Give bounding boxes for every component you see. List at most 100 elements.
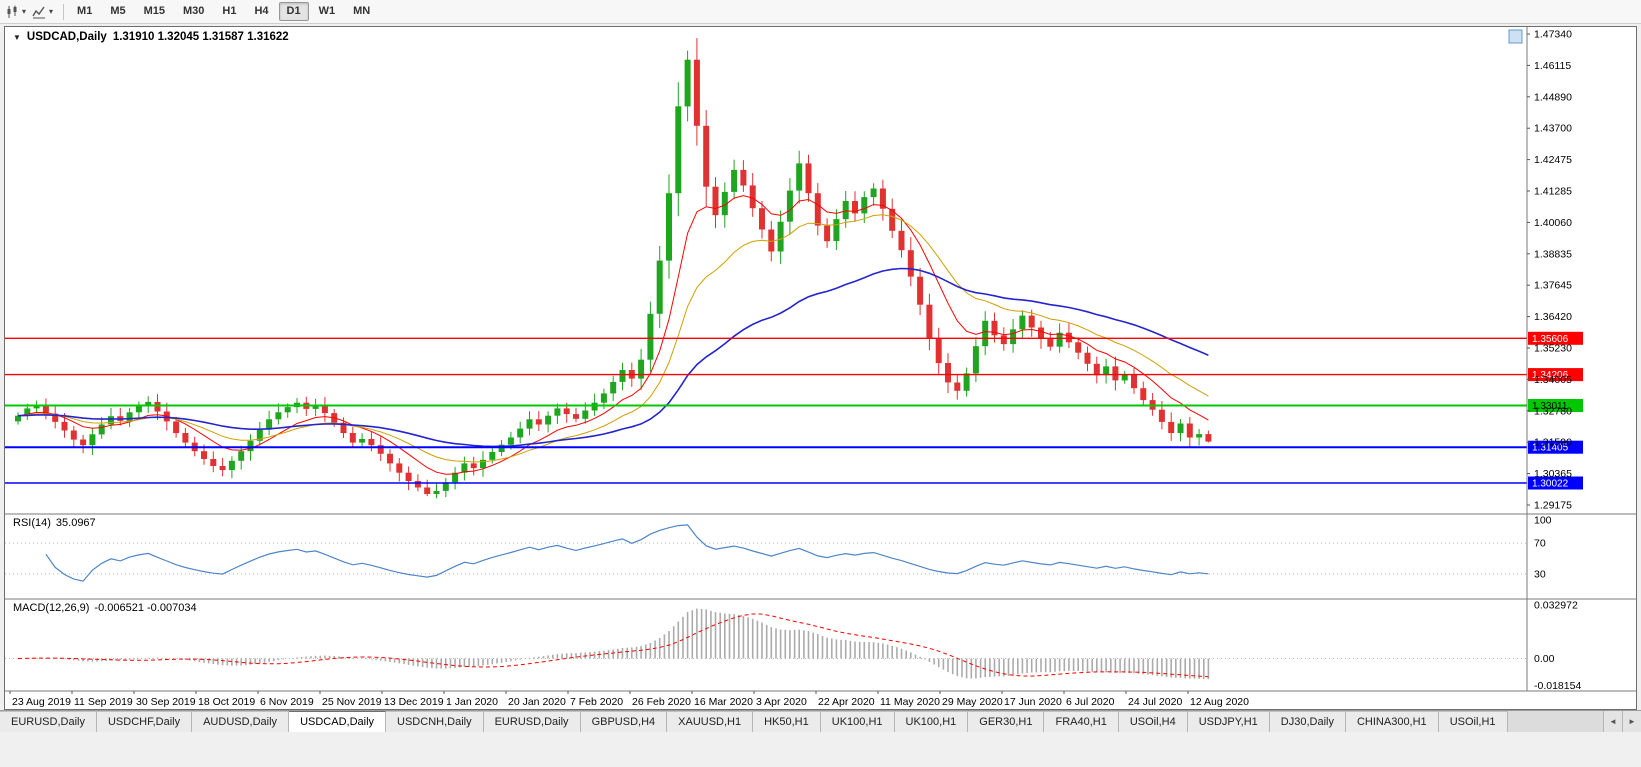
chart-tab-usdchf-daily[interactable]: USDCHF,Daily [96,711,193,732]
chart-tab-usdcnh-daily[interactable]: USDCNH,Daily [386,711,484,732]
candle-body [749,185,756,209]
candle-body [582,410,589,419]
chart-tab-hk50-h1[interactable]: HK50,H1 [753,711,821,732]
candle-body [507,437,514,445]
chart-tab-uk100-h1[interactable]: UK100,H1 [820,711,895,732]
candle-body [833,219,840,242]
candle-body [489,452,496,460]
candle-body [1177,423,1184,434]
chart-template-caret-icon[interactable]: ▾ [49,7,54,16]
candle-body [610,382,617,394]
chart-type-caret-icon[interactable]: ▾ [22,7,27,16]
date-label: 22 Apr 2020 [818,696,875,708]
candle-body [684,59,691,107]
candle-body [1075,342,1082,353]
price-scale-label: 1.31590 [1534,437,1572,449]
price-scale-label: 1.46115 [1534,60,1571,72]
timeframe-button-m30[interactable]: M30 [175,2,212,21]
tabs-scroll-right-button[interactable]: ► [1622,711,1641,732]
candle-body [61,421,68,431]
candle-body [349,433,356,443]
chart-tab-xauusd-h1[interactable]: XAUUSD,H1 [667,711,754,732]
rsi-scale-label: 30 [1534,568,1546,580]
candle-body [852,201,858,214]
candle-body [1010,329,1017,345]
price-scale-label: 1.40060 [1534,217,1572,229]
chart-tab-usoil-h4[interactable]: USOil,H4 [1118,711,1188,732]
chart-tab-eurusd-daily[interactable]: EURUSD,Daily [483,711,581,732]
price-scale-label: 1.43700 [1534,123,1572,135]
date-label: 26 Feb 2020 [632,696,691,708]
chart-dropdown-icon[interactable]: ▼ [13,32,21,42]
candle-body [526,419,533,429]
rsi-line [45,524,1209,582]
candle-body [926,304,933,338]
candle-body [340,422,347,434]
chart-tab-fra40-h1[interactable]: FRA40,H1 [1044,711,1119,732]
price-scale-label: 1.41285 [1534,186,1572,198]
timeframe-button-mn[interactable]: MN [345,2,378,21]
chart-tab-usdjpy-h1[interactable]: USDJPY,H1 [1187,711,1270,732]
timeframe-button-m1[interactable]: M1 [69,2,100,21]
price-chart-canvas[interactable]: 1.35606 1.34206 1.33011 1.31405 1.30022 1.473… [5,27,1636,709]
chart-tab-eurusd-daily[interactable]: EURUSD,Daily [0,711,97,732]
candle-body [554,408,561,416]
candle-body [1131,374,1137,389]
scroll-position-marker[interactable] [1508,29,1523,44]
chart-tab-dj30-daily[interactable]: DJ30,Daily [1269,711,1346,732]
candle-body [266,419,273,430]
timeframe-button-m15[interactable]: M15 [136,2,173,21]
chart-tab-ger30-h1[interactable]: GER30,H1 [968,711,1045,732]
rsi-scale-label: 100 [1534,515,1552,527]
candle-body [312,405,319,409]
price-tag-label: 1.34206 [1532,370,1569,381]
chart-tab-bar: EURUSD,Daily USDCHF,Daily AUDUSD,Daily USDC… [0,710,1641,732]
ma-line-9 [17,195,1209,475]
price-scale-label: 1.29175 [1534,500,1572,512]
date-label: 17 Jun 2020 [1004,696,1062,708]
candle-body [591,402,598,411]
timeframe-toolbar: M1 M5 M15 M30 H1 H4 D1 W1 MN [68,2,379,21]
timeframe-button-m5[interactable]: M5 [102,2,133,21]
chart-template-icon[interactable] [30,3,48,21]
chart-tab-gbpusd-h4[interactable]: GBPUSD,H4 [580,711,668,732]
chart-tab-usdcad-daily[interactable]: USDCAD,Daily [289,711,387,732]
chart-tab-china300-h1[interactable]: CHINA300,H1 [1345,711,1439,732]
candle-body [842,201,849,220]
candle-body [731,169,738,192]
candle-body [15,415,21,422]
price-scale-label: 1.36420 [1534,311,1572,323]
chart-tab-usoil-h1[interactable]: USOil,H1 [1438,711,1508,732]
date-label: 7 Feb 2020 [570,696,623,708]
timeframe-button-w1[interactable]: W1 [311,2,344,21]
candle-body [573,414,579,419]
candle-body [898,230,905,251]
tabs-scroll-left-button[interactable]: ◄ [1603,711,1622,732]
chart-area[interactable]: 1.35606 1.34206 1.33011 1.31405 1.30022 1.473… [4,26,1637,710]
date-label: 13 Dec 2019 [384,696,444,708]
candle-body [173,421,180,434]
date-label: 12 Aug 2020 [1190,696,1249,708]
candle-body [796,163,803,191]
timeframe-button-h1[interactable]: H1 [214,2,244,21]
candle-body [387,453,393,464]
candle-body [563,408,570,415]
candle-body [135,406,142,413]
timeframe-button-h4[interactable]: H4 [246,2,276,21]
chart-tab-audusd-daily[interactable]: AUDUSD,Daily [192,711,290,732]
candle-body [647,313,654,360]
ma-line-45 [17,267,1209,448]
chart-type-candlestick-icon[interactable] [3,3,21,21]
price-tag [1528,399,1583,412]
candle-body [1205,434,1212,442]
timeframe-button-d1[interactable]: D1 [278,2,309,21]
candle-body [108,416,114,425]
candle-body [98,424,105,435]
candle-body [656,260,663,314]
candle-body [638,359,645,379]
candle-body [275,412,282,420]
chart-tab-uk100-h1[interactable]: UK100,H1 [894,711,969,732]
price-scale-label: 1.44890 [1534,91,1572,103]
candle-body [238,451,245,461]
candle-body [80,439,87,446]
